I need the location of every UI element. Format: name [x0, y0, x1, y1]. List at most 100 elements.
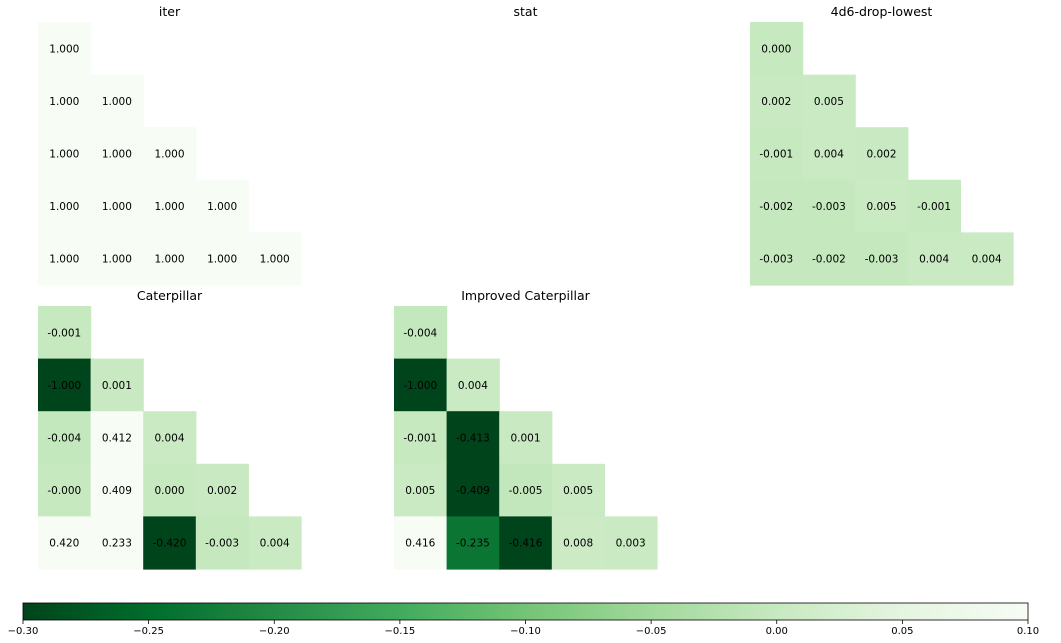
heatmap-cell: [195, 463, 249, 517]
heatmap-cell: [90, 232, 144, 286]
cell-value-label: 1.000: [154, 149, 184, 161]
heatmap-cell: [960, 232, 1014, 286]
heatmap-panel: 4d6-drop-lowest 0.000 0.002 0.005 -0.001 0.00…: [750, 4, 1014, 286]
heatmap-cell: [446, 516, 500, 570]
heatmap-cell: [143, 463, 197, 517]
cell-value-label: 0.409: [102, 485, 132, 497]
heatmap-cell: [143, 232, 197, 286]
heatmap-cell: [802, 127, 856, 181]
cell-value-label: 0.420: [49, 538, 79, 550]
cell-value-label: 0.005: [563, 485, 593, 497]
cell-value-label: 1.000: [207, 201, 237, 213]
heatmap-cell: [750, 74, 804, 128]
cell-value-label: -0.002: [812, 254, 846, 266]
cell-value-label: 0.001: [102, 380, 132, 392]
heatmap-cell: [604, 516, 658, 570]
cell-value-label: -0.413: [456, 433, 490, 445]
heatmap-cell: [499, 463, 553, 517]
cell-value-label: -0.003: [205, 538, 239, 550]
heatmap-cell: [446, 411, 500, 465]
cell-value-label: 0.002: [761, 96, 791, 108]
heatmap-cell: [750, 179, 804, 233]
cell-value-label: -0.000: [47, 485, 81, 497]
heatmap-cell: [446, 358, 500, 412]
cell-value-label: 0.004: [154, 433, 184, 445]
heatmap-cell: [38, 22, 92, 76]
cell-value-label: 0.005: [405, 485, 435, 497]
heatmap-cell: [802, 232, 856, 286]
cell-value-label: 1.000: [102, 254, 132, 266]
heatmap-cell: [38, 358, 92, 412]
heatmap-cell: [394, 516, 448, 570]
heatmap-cell: [143, 516, 197, 570]
heatmap-cell: [38, 306, 92, 360]
cell-value-label: -0.420: [153, 538, 187, 550]
cell-value-label: 1.000: [260, 254, 290, 266]
heatmap-cell: [38, 411, 92, 465]
cell-value-label: -0.409: [456, 485, 490, 497]
cell-value-label: 1.000: [49, 149, 79, 161]
heatmap-cell: [143, 411, 197, 465]
cell-value-label: 1.000: [49, 254, 79, 266]
heatmap-cell: [551, 463, 605, 517]
cell-value-label: 1.000: [154, 254, 184, 266]
cell-value-label: 0.005: [866, 201, 896, 213]
cell-value-label: 1.000: [49, 43, 79, 55]
cell-value-label: 0.005: [814, 96, 844, 108]
cell-value-label: 0.008: [563, 538, 593, 550]
colorbar-tick-label: −0.05: [636, 626, 667, 637]
colorbar-tick-label: −0.20: [259, 626, 290, 637]
cell-value-label: -0.003: [759, 254, 793, 266]
heatmap-cell: [802, 179, 856, 233]
heatmap-cell: [38, 127, 92, 181]
heatmap-cell: [394, 358, 448, 412]
cell-value-label: -0.416: [509, 538, 543, 550]
heatmap-cell: [394, 411, 448, 465]
cell-value-label: 0.000: [154, 485, 184, 497]
cell-value-label: 0.233: [102, 538, 132, 550]
cell-value-label: 0.004: [919, 254, 949, 266]
panel-title: Caterpillar: [137, 288, 203, 303]
cell-value-label: 1.000: [102, 149, 132, 161]
heatmap-panel: Improved Caterpillar -0.004 -1.000 0.004 -0.…: [394, 288, 658, 570]
colorbar-tick-label: 0.00: [766, 626, 788, 637]
cell-value-label: -0.235: [456, 538, 490, 550]
cell-value-label: 0.416: [405, 538, 435, 550]
heatmap-cell: [394, 463, 448, 517]
cell-value-label: -0.001: [47, 327, 81, 339]
heatmap-cell: [38, 179, 92, 233]
cell-value-label: -1.000: [403, 380, 437, 392]
cell-value-label: -0.001: [917, 201, 951, 213]
heatmap-cell: [90, 127, 144, 181]
heatmap-cell: [90, 179, 144, 233]
panel-title: stat: [514, 4, 538, 19]
colorbar-tick-label: 0.10: [1017, 626, 1039, 637]
heatmap-cell: [38, 463, 92, 517]
heatmap-cell: [195, 179, 249, 233]
heatmap-cell: [248, 516, 302, 570]
cell-value-label: 0.004: [260, 538, 290, 550]
heatmap-cell: [90, 411, 144, 465]
heatmap-cell: [248, 232, 302, 286]
heatmap-panel: Caterpillar -0.001 -1.000 0.001 -0.004 0.412 0…: [38, 288, 302, 570]
cell-value-label: -0.001: [403, 433, 437, 445]
heatmap-cell: [551, 516, 605, 570]
panel-title: 4d6-drop-lowest: [831, 4, 933, 19]
heatmap-cell: [195, 232, 249, 286]
cell-value-label: 0.002: [866, 149, 896, 161]
colorbar-tick-label: −0.25: [133, 626, 164, 637]
cell-value-label: -0.004: [47, 433, 81, 445]
panel-title: Improved Caterpillar: [461, 288, 590, 303]
cell-value-label: -0.002: [759, 201, 793, 213]
cell-value-label: 0.004: [814, 149, 844, 161]
heatmap-cell: [195, 516, 249, 570]
cell-value-label: -0.001: [759, 149, 793, 161]
heatmap-cell: [855, 127, 909, 181]
cell-value-label: -0.005: [509, 485, 543, 497]
heatmap-cell: [143, 127, 197, 181]
colorbar: −0.30 −0.25 −0.20 −0.15 −0.10 −0.05 0.00 0.05 0.…: [8, 602, 1039, 637]
cell-value-label: 1.000: [154, 201, 184, 213]
cell-value-label: 0.003: [616, 538, 646, 550]
heatmap-panel: stat: [514, 4, 538, 19]
colorbar-tick-label: −0.15: [385, 626, 416, 637]
